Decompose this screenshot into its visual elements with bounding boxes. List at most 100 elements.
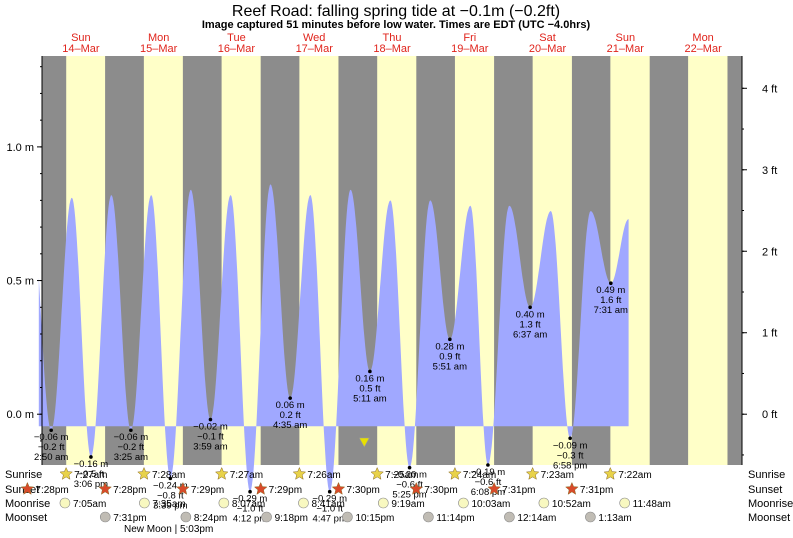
sunset-time: 7:31pm [502,485,535,496]
extreme-label: 4:47 pm [313,514,347,525]
day-date: 21–Mar [607,43,645,55]
sunrise-time: 7:24am [463,470,496,481]
extreme-label: −0.19 m [471,467,506,478]
sunrise-time: 7:22am [618,470,651,481]
moonrise-time: 8:41am [311,499,344,510]
day-date: 19–Mar [451,43,489,55]
sunrise-time: 7:23am [541,470,574,481]
sunset-star-icon [487,481,501,495]
sunset-label-left: Sunset [5,484,39,496]
sunset-star-icon [565,481,579,495]
extreme-label: −0.3 ft [557,450,584,461]
moonrise-moon-icon [619,497,630,509]
sunrise-time: 7:27am [230,470,263,481]
extreme-label: −0.20 m [392,470,427,481]
moonset-moon-icon [180,511,192,523]
extreme-label: 5:51 am [433,361,467,372]
sunset-time: 7:29pm [269,485,302,496]
moonset-moon-icon [585,511,596,523]
extreme-label: −0.6 ft [475,477,502,488]
moonset-moon-icon [504,511,515,523]
sunset-time: 7:30pm [347,485,380,496]
extreme-label: 6:37 am [513,329,547,340]
moonrise-moon-icon [538,497,550,509]
extreme-label: −0.06 m [34,432,69,443]
moonset-time: 1:13am [598,513,631,524]
sunrise-time: 7:25am [385,470,418,481]
moonset-time: 11:14pm [436,513,474,524]
sunrise-star-icon [59,466,73,480]
night-band [649,56,689,465]
extreme-label: 0.9 ft [439,351,460,362]
day-date: 14–Mar [62,43,100,55]
moonrise-moon-icon [59,497,71,509]
extreme-label: 0.49 m [596,285,625,296]
extreme-label: −1.0 ft [316,504,343,515]
extreme-dot [609,281,613,286]
day-name: Sat [539,32,556,44]
extreme-label: 5:25 pm [392,490,426,501]
extreme-label: 0.06 m [276,400,305,411]
sunset-label-right: Sunset [748,484,782,496]
moonset-moon-icon [423,511,434,523]
current-time-marker [358,437,370,448]
extreme-dot [568,436,572,441]
extreme-label: −0.2 ft [118,442,145,453]
left-tick-label: 0.0 m [6,409,34,421]
now-marker [358,437,370,448]
sunrise-label-left: Sunrise [5,469,42,481]
extreme-label: 1.6 ft [600,295,621,306]
sunrise-star-icon [603,466,618,480]
moonrise-moon-icon [218,497,230,509]
moonrise-label-left: Moonrise [5,498,50,510]
moonrise-time: 9:19am [391,499,424,510]
extreme-label: 3:25 am [114,452,148,463]
new-moon-label: New Moon | 5:03pm [124,524,213,535]
sunrise-star-icon [370,466,384,480]
extreme-label: −0.24 m [153,480,188,491]
extreme-label: −0.1 ft [197,432,224,443]
day-name: Tue [227,32,246,44]
extreme-label: 3:39 pm [153,500,187,511]
moonset-time: 10:15pm [355,513,394,524]
sunset-time: 7:28pm [35,485,68,496]
extreme-label: 0.5 ft [359,383,380,394]
moonset-time: 7:31pm [113,513,146,524]
extreme-label: 6:08 pm [471,487,505,498]
sunset-star-icon [331,481,346,495]
extreme-label: 3:59 am [193,442,227,453]
extreme-dot [129,428,133,433]
sunrise-time: 7:26am [307,470,340,481]
chart-title: Reef Road: falling spring tide at −0.1m … [232,3,560,20]
sunset-time: 7:31pm [580,485,613,496]
extreme-label: −0.6 ft [396,480,423,491]
day-name: Mon [692,32,713,44]
day-labels: Sun14–MarMon15–MarTue16–MarWed17–MarThu1… [62,32,722,55]
extreme-label: 3:06 pm [74,479,108,490]
moonrise-time: 7:35am [152,499,185,510]
right-axis: 0 ft 1 ft 2 ft 3 ft 4 ft [741,56,777,465]
sunset-star-icon [176,481,190,495]
tide-area-fill [38,184,629,492]
moonset-moon-icon [261,511,272,523]
day-date: 20–Mar [529,43,567,55]
extreme-labels: −0.06 m−0.2 ft2:50 am−0.16 m−0.5 ft3:06 … [34,281,628,525]
right-tick-label: 2 ft [762,246,777,258]
extreme-label: 0.28 m [435,341,464,352]
day-date: 15–Mar [140,43,178,55]
day-name: Mon [148,32,169,44]
sunset-time: 7:28pm [113,485,146,496]
day-date: 16–Mar [218,43,256,55]
moonrise-moon-icon [378,497,389,509]
extreme-label: 0.40 m [516,309,545,320]
extreme-label: −0.5 ft [78,469,105,480]
sunrise-time: 7:27am [74,470,107,481]
tide-area [38,184,629,492]
moonrise-moon-icon [458,497,469,509]
right-tick-label: 3 ft [762,165,777,177]
extreme-dot [448,337,452,342]
moonrise-moon-icon [298,497,309,509]
extreme-dot [288,396,292,400]
moonrise-moon-icon [139,497,150,509]
